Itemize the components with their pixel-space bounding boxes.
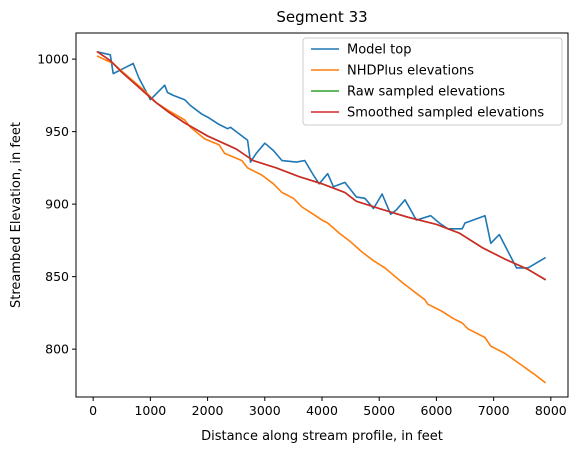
legend-box <box>302 37 563 126</box>
y-tick-label: 900 <box>45 197 69 212</box>
x-tick-label: 8000 <box>535 403 567 418</box>
y-axis-ticks: 800 850 900 950 1000 <box>37 52 76 357</box>
x-tick-label: 1000 <box>134 403 166 418</box>
x-axis-ticks: 0 1000 2000 3000 4000 5000 6000 7000 8000 <box>89 397 567 418</box>
legend-entry-label: Model top <box>347 43 411 58</box>
series-layer <box>96 51 546 384</box>
x-tick-label: 6000 <box>421 403 453 418</box>
legend-entry-label: Raw sampled elevations <box>347 85 505 100</box>
legend-entry-label: NHDPlus elevations <box>347 64 474 79</box>
legend-entry-label: Smoothed sampled elevations <box>347 106 544 121</box>
legend: Model top NHDPlus elevations Raw sampled e… <box>302 37 563 126</box>
y-axis-label: Streambed Elevation, in feet <box>9 122 24 308</box>
y-tick-label: 950 <box>45 124 69 139</box>
series-line-nhdplus-elevations <box>96 55 546 384</box>
x-tick-label: 7000 <box>478 403 510 418</box>
chart-title: Segment 33 <box>276 8 367 26</box>
x-tick-label: 5000 <box>363 403 395 418</box>
x-axis-label: Distance along stream profile, in feet <box>201 429 443 444</box>
y-tick-label: 1000 <box>37 52 69 67</box>
y-tick-label: 850 <box>45 269 69 284</box>
x-tick-label: 0 <box>89 403 97 418</box>
x-tick-label: 2000 <box>192 403 224 418</box>
x-tick-label: 3000 <box>249 403 281 418</box>
y-tick-label: 800 <box>45 342 69 357</box>
x-tick-label: 4000 <box>306 403 338 418</box>
series-line-smoothed-sampled-elevations <box>96 51 546 281</box>
